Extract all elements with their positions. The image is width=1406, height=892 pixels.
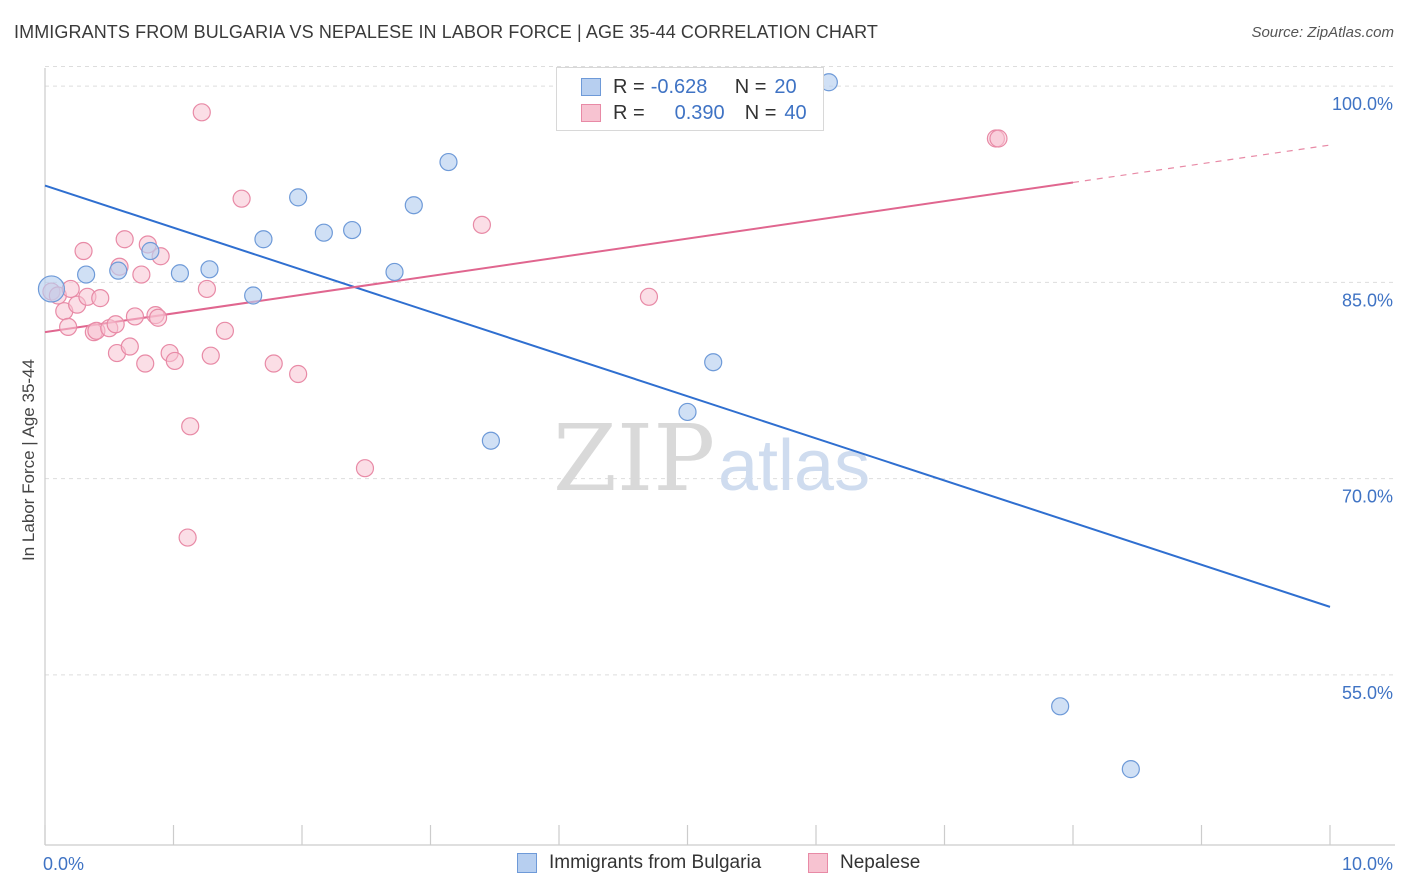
- r-label: R =: [613, 75, 645, 98]
- x-tick-label-min: 0.0%: [43, 854, 84, 874]
- n-label: N =: [744, 101, 777, 124]
- point-nepalese-38: [989, 129, 1008, 148]
- legend-square-pink-icon: [808, 853, 828, 873]
- point-bulgaria-1: [77, 265, 96, 284]
- point-bulgaria-2: [109, 261, 128, 280]
- grid-lines: [45, 66, 1395, 676]
- point-nepalese-31: [232, 189, 251, 208]
- point-bulgaria-8: [289, 188, 308, 207]
- point-bulgaria-12: [404, 196, 423, 215]
- point-nepalese-19: [136, 354, 155, 373]
- point-nepalese-34: [355, 459, 375, 478]
- series-legend: Immigrants from Bulgaria Nepalese: [0, 852, 1406, 878]
- watermark-zip: ZIP: [553, 405, 715, 512]
- chart-title: IMMIGRANTS FROM BULGARIA VS NEPALESE IN …: [14, 22, 878, 42]
- legend-square-blue-icon: [517, 853, 537, 873]
- point-bulgaria-4: [170, 264, 190, 283]
- point-nepalese-18: [132, 265, 151, 284]
- x-tick-label-max: 10.0%: [1342, 854, 1393, 874]
- point-bulgaria-16: [704, 353, 723, 372]
- point-nepalese-28: [197, 279, 217, 299]
- point-bulgaria-10: [343, 220, 362, 240]
- n-value: 20: [774, 75, 797, 98]
- point-nepalese-26: [181, 417, 200, 436]
- chart-source: Source: ZipAtlas.com: [1251, 24, 1394, 41]
- point-bulgaria-19: [1121, 760, 1140, 779]
- point-bulgaria-3: [141, 241, 160, 261]
- point-nepalese-4: [59, 317, 78, 336]
- point-nepalese-17: [125, 307, 145, 326]
- point-bulgaria-11: [385, 262, 404, 282]
- point-nepalese-32: [264, 354, 283, 373]
- data-points: [37, 73, 1140, 779]
- watermark-atlas: atlas: [718, 426, 870, 506]
- trend-lines: [44, 144, 1331, 608]
- point-nepalese-25: [178, 528, 197, 547]
- point-nepalese-12: [106, 315, 125, 334]
- point-nepalese-29: [201, 346, 220, 365]
- axis-labels: In Labor Force | Age 35-44 100.0% 85.0% 70…: [19, 94, 1393, 874]
- point-bulgaria-0: [37, 275, 66, 303]
- legend-label: Immigrants from Bulgaria: [549, 852, 762, 873]
- legend-swatch-blue-icon: [581, 78, 601, 96]
- stats-row-nepalese: R = 0.390 N = 40: [581, 100, 807, 126]
- point-nepalese-16: [120, 337, 139, 356]
- point-nepalese-33: [289, 364, 308, 384]
- stats-legend: R = -0.628 N = 20 R = 0.390 N = 40: [556, 67, 824, 131]
- point-nepalese-27: [192, 103, 211, 122]
- legend-item-bulgaria: Immigrants from Bulgaria: [517, 852, 761, 874]
- point-nepalese-24: [165, 351, 184, 371]
- point-bulgaria-9: [314, 223, 333, 242]
- point-bulgaria-13: [439, 152, 458, 172]
- y-tick-label: 55.0%: [1342, 683, 1393, 703]
- n-value: 40: [784, 101, 807, 124]
- point-bulgaria-7: [254, 230, 273, 249]
- legend-item-nepalese: Nepalese: [808, 852, 920, 874]
- axes: [44, 68, 1395, 846]
- point-nepalese-36: [639, 287, 659, 306]
- r-value: -0.628: [650, 75, 708, 98]
- n-label: N =: [734, 75, 767, 98]
- y-axis-label: In Labor Force | Age 35-44: [19, 359, 38, 561]
- y-tick-label: 85.0%: [1342, 290, 1393, 310]
- stats-row-bulgaria: R = -0.628 N = 20: [581, 74, 797, 100]
- y-tick-label: 70.0%: [1342, 487, 1393, 507]
- point-nepalese-6: [74, 241, 93, 261]
- watermark: ZIP atlas: [553, 405, 870, 512]
- point-nepalese-30: [215, 321, 234, 340]
- point-nepalese-15: [115, 230, 134, 249]
- point-bulgaria-6: [244, 286, 263, 305]
- legend-swatch-pink-icon: [581, 104, 601, 122]
- point-nepalese-22: [148, 308, 168, 327]
- y-tick-label: 100.0%: [1332, 94, 1393, 114]
- r-value: 0.390: [674, 101, 725, 124]
- trend-line-bulgaria: [44, 184, 1331, 608]
- point-nepalese-10: [91, 289, 110, 308]
- point-bulgaria-15: [678, 402, 697, 422]
- trend-line-nepalese: [44, 181, 1074, 334]
- point-bulgaria-18: [1051, 697, 1070, 716]
- point-bulgaria-14: [481, 431, 500, 450]
- r-label: R =: [613, 101, 645, 124]
- point-bulgaria-5: [200, 260, 219, 279]
- trend-line-nepalese-extension: [1072, 144, 1331, 184]
- point-nepalese-35: [472, 215, 491, 234]
- legend-label: Nepalese: [840, 852, 921, 873]
